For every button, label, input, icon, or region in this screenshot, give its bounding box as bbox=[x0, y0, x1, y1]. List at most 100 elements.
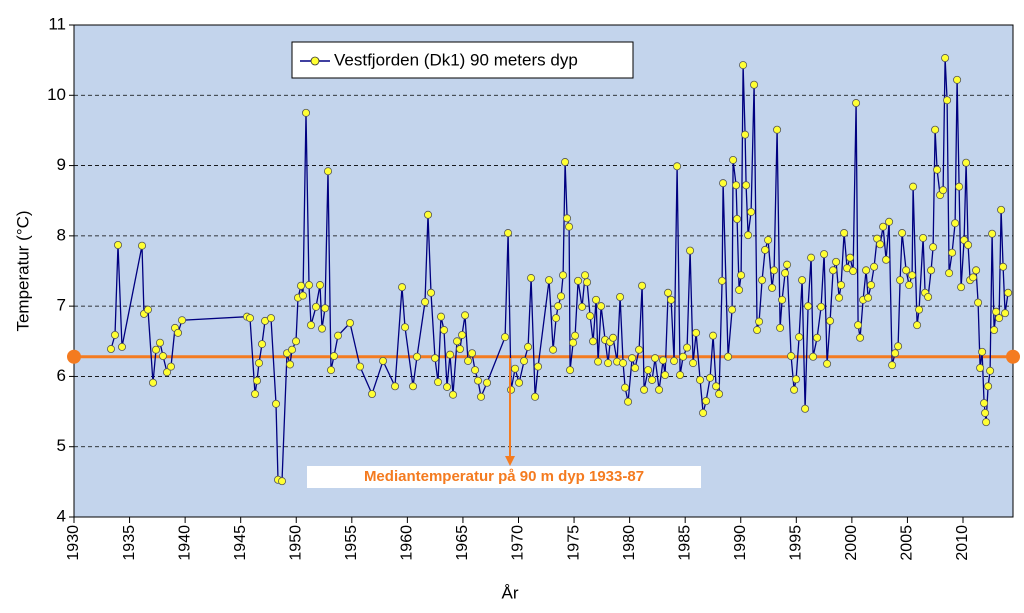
data-point bbox=[571, 331, 580, 340]
y-axis-label: Temperatur (°C) bbox=[13, 210, 32, 331]
data-point bbox=[111, 330, 120, 339]
data-point bbox=[829, 266, 838, 275]
data-point bbox=[891, 349, 900, 358]
data-point bbox=[107, 345, 116, 354]
data-point bbox=[948, 248, 957, 257]
data-point bbox=[346, 319, 355, 328]
data-point bbox=[790, 385, 799, 394]
data-point bbox=[288, 345, 297, 354]
y-tick-label: 7 bbox=[57, 296, 66, 315]
data-point bbox=[737, 271, 746, 280]
data-point bbox=[864, 293, 873, 302]
legend bbox=[291, 41, 634, 79]
data-point bbox=[856, 333, 865, 342]
y-tick-label: 10 bbox=[47, 85, 66, 104]
data-point bbox=[997, 205, 1006, 214]
data-point bbox=[902, 266, 911, 275]
data-point bbox=[982, 418, 991, 427]
x-tick-label: 1930 bbox=[65, 525, 82, 561]
data-point bbox=[846, 253, 855, 262]
data-point bbox=[409, 382, 418, 391]
data-point bbox=[980, 399, 989, 408]
data-point bbox=[302, 108, 311, 117]
data-point bbox=[368, 389, 377, 398]
data-point bbox=[733, 214, 742, 223]
data-point bbox=[984, 382, 993, 391]
data-point bbox=[741, 130, 750, 139]
data-point bbox=[792, 375, 801, 384]
data-point bbox=[783, 260, 792, 269]
x-tick-label: 2000 bbox=[843, 525, 860, 561]
data-point bbox=[511, 364, 520, 373]
data-point bbox=[592, 295, 601, 304]
data-point bbox=[524, 342, 533, 351]
data-point bbox=[939, 186, 948, 195]
data-point bbox=[986, 366, 995, 375]
data-point bbox=[312, 302, 321, 311]
data-point bbox=[431, 354, 440, 363]
data-point bbox=[699, 408, 708, 417]
data-point bbox=[753, 326, 762, 335]
data-point bbox=[823, 359, 832, 368]
x-tick-label: 1980 bbox=[621, 525, 638, 561]
data-point bbox=[951, 219, 960, 228]
data-point bbox=[981, 408, 990, 417]
legend-marker bbox=[310, 56, 320, 66]
data-point bbox=[554, 302, 563, 311]
data-point bbox=[742, 181, 751, 190]
data-point bbox=[962, 158, 971, 167]
data-point bbox=[559, 271, 568, 280]
data-point bbox=[969, 273, 978, 282]
data-point bbox=[267, 314, 276, 323]
data-point bbox=[664, 288, 673, 297]
data-point bbox=[955, 182, 964, 191]
data-point bbox=[334, 331, 343, 340]
data-point bbox=[781, 269, 790, 278]
data-point bbox=[964, 240, 973, 249]
data-point bbox=[114, 240, 123, 249]
data-point bbox=[896, 276, 905, 285]
data-point bbox=[712, 382, 721, 391]
data-point bbox=[456, 345, 465, 354]
data-point bbox=[324, 167, 333, 176]
data-point bbox=[764, 236, 773, 245]
data-point bbox=[758, 276, 767, 285]
data-point bbox=[604, 359, 613, 368]
data-point bbox=[905, 281, 914, 290]
data-point bbox=[424, 210, 433, 219]
data-point bbox=[631, 363, 640, 372]
data-point bbox=[586, 311, 595, 320]
x-tick-label: 1970 bbox=[510, 525, 527, 561]
data-point bbox=[761, 245, 770, 254]
data-point bbox=[504, 229, 513, 238]
y-tick-label: 9 bbox=[57, 155, 66, 174]
data-point bbox=[507, 385, 516, 394]
data-point bbox=[702, 397, 711, 406]
data-point bbox=[862, 266, 871, 275]
data-point bbox=[768, 283, 777, 292]
data-point bbox=[943, 96, 952, 105]
data-point bbox=[619, 359, 628, 368]
data-point bbox=[888, 361, 897, 370]
data-point bbox=[755, 317, 764, 326]
data-point bbox=[992, 307, 1001, 316]
data-point bbox=[709, 331, 718, 340]
data-point bbox=[945, 269, 954, 278]
data-point bbox=[258, 340, 267, 349]
data-point bbox=[356, 362, 365, 371]
data-point bbox=[870, 262, 879, 271]
data-point bbox=[978, 347, 987, 356]
data-point bbox=[167, 362, 176, 371]
data-point bbox=[520, 356, 529, 365]
data-point bbox=[474, 376, 483, 385]
data-point bbox=[316, 281, 325, 290]
data-point bbox=[549, 345, 558, 354]
data-point bbox=[718, 276, 727, 285]
data-point bbox=[974, 298, 983, 307]
reference bbox=[67, 349, 1020, 364]
annotation-box bbox=[307, 466, 701, 488]
data-point bbox=[534, 362, 543, 371]
data-point bbox=[545, 276, 554, 285]
data-point bbox=[628, 354, 637, 363]
